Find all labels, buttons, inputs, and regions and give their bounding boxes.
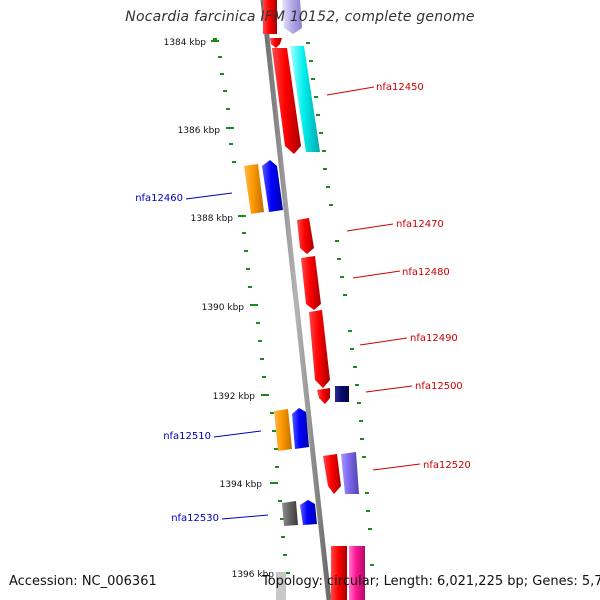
gene-block-nfa12450-red[interactable] bbox=[272, 48, 301, 154]
forward-label-connectors bbox=[326, 86, 421, 471]
kbp-label: 1390 kbp bbox=[202, 303, 245, 313]
gene-block-lavender-top[interactable] bbox=[282, 0, 302, 34]
gene-block-nfa12490[interactable] bbox=[309, 310, 330, 388]
kbp-label: 1384 kbp bbox=[164, 38, 207, 48]
gene-block-lightgray-bottom[interactable] bbox=[276, 572, 286, 600]
gene-label-nfa12460[interactable]: nfa12460 bbox=[135, 193, 183, 204]
gene-label-nfa12510[interactable]: nfa12510 bbox=[163, 431, 211, 442]
kbp-label: 1392 kbp bbox=[213, 392, 256, 402]
gene-block-nfa12530-blue[interactable] bbox=[300, 500, 317, 525]
genome-backbone bbox=[260, 0, 332, 600]
kbp-label: 1396 kbp bbox=[232, 570, 275, 580]
gene-label-nfa12490[interactable]: nfa12490 bbox=[410, 333, 458, 344]
gene-label-nfa12500[interactable]: nfa12500 bbox=[415, 381, 463, 392]
gene-label-nfa12520[interactable]: nfa12520 bbox=[423, 460, 471, 471]
gene-block-nfa12520-slate[interactable] bbox=[341, 452, 359, 494]
gene-block-red-bottom[interactable] bbox=[331, 546, 347, 600]
gene-label-nfa12530[interactable]: nfa12530 bbox=[171, 513, 219, 524]
gene-label-nfa12450[interactable]: nfa12450 bbox=[376, 82, 424, 93]
gene-block-nfa12520-red[interactable] bbox=[323, 454, 341, 494]
gene-block-nfa12460-orange[interactable] bbox=[244, 164, 264, 214]
gene-block-nfa12510-orange[interactable] bbox=[274, 409, 292, 451]
kbp-labels: 1384 kbp 1386 kbp 1388 kbp 1390 kbp 1392… bbox=[164, 38, 275, 580]
gene-block-nfa12450-cyan[interactable] bbox=[290, 46, 320, 152]
outer-tick-track bbox=[306, 42, 374, 566]
gene-label-nfa12470[interactable]: nfa12470 bbox=[396, 219, 444, 230]
gene-arrow-small-top[interactable] bbox=[270, 38, 282, 48]
kbp-label: 1388 kbp bbox=[191, 214, 234, 224]
reverse-gene-labels: nfa12460 nfa12510 nfa12530 bbox=[135, 193, 219, 524]
gene-block-nfa12510-blue[interactable] bbox=[292, 408, 309, 449]
gene-label-nfa12480[interactable]: nfa12480 bbox=[402, 267, 450, 278]
gene-block-red-top[interactable] bbox=[263, 0, 277, 34]
genome-summary: Topology: circular; Length: 6,021,225 bp… bbox=[262, 574, 600, 589]
gene-block-nfa12480[interactable] bbox=[301, 256, 321, 310]
forward-gene-labels: nfa12450 nfa12470 nfa12480 nfa12490 nfa1… bbox=[376, 82, 471, 471]
gene-block-magenta-bottom[interactable] bbox=[349, 546, 365, 600]
gene-block-nfa12470[interactable] bbox=[297, 218, 314, 254]
gene-block-nfa12460-blue[interactable] bbox=[262, 160, 283, 212]
reverse-label-connectors bbox=[185, 192, 269, 520]
gene-block-nfa12530-gray[interactable] bbox=[282, 501, 298, 526]
kbp-label: 1386 kbp bbox=[178, 126, 221, 136]
inner-tick-track bbox=[213, 38, 287, 556]
kbp-label: 1394 kbp bbox=[220, 480, 263, 490]
gene-block-nfa12500-navy[interactable] bbox=[335, 386, 349, 402]
map-title: Nocardia farcinica IFM 10152, complete g… bbox=[125, 9, 475, 25]
gene-block-nfa12500-red[interactable] bbox=[317, 388, 330, 404]
accession-label: Accession: NC_006361 bbox=[9, 574, 157, 589]
